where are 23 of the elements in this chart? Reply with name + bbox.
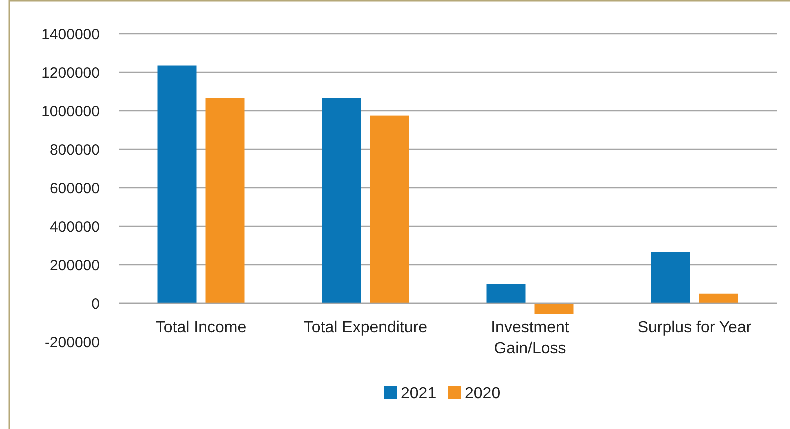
legend-label: 2020: [465, 386, 501, 403]
y-tick-label: 0: [92, 296, 100, 313]
y-tick-label: -200000: [44, 334, 100, 352]
y-tick-label: 600000: [50, 180, 100, 198]
bar: [699, 294, 738, 304]
x-tick-label: Surplus for Year: [638, 320, 752, 336]
y-tick-label: 200000: [50, 257, 100, 274]
y-tick-label: 400000: [50, 218, 100, 236]
bar: [486, 284, 526, 304]
bar: [651, 252, 690, 304]
y-tick-label: 800000: [50, 142, 100, 159]
x-tick-label: Total Income: [156, 320, 247, 336]
x-tick-label: Total Expenditure: [304, 320, 428, 336]
bar: [322, 98, 362, 304]
bar: [206, 98, 245, 304]
y-tick-label: 1200000: [42, 64, 100, 82]
bar: [370, 116, 410, 304]
bar: [158, 66, 197, 304]
x-tick-label: Investment Gain/Loss: [491, 320, 570, 358]
bar: [534, 304, 574, 314]
legend-label: 2021: [401, 386, 437, 403]
y-tick-label: 1400000: [42, 26, 100, 44]
y-tick-label: 1000000: [42, 103, 100, 120]
